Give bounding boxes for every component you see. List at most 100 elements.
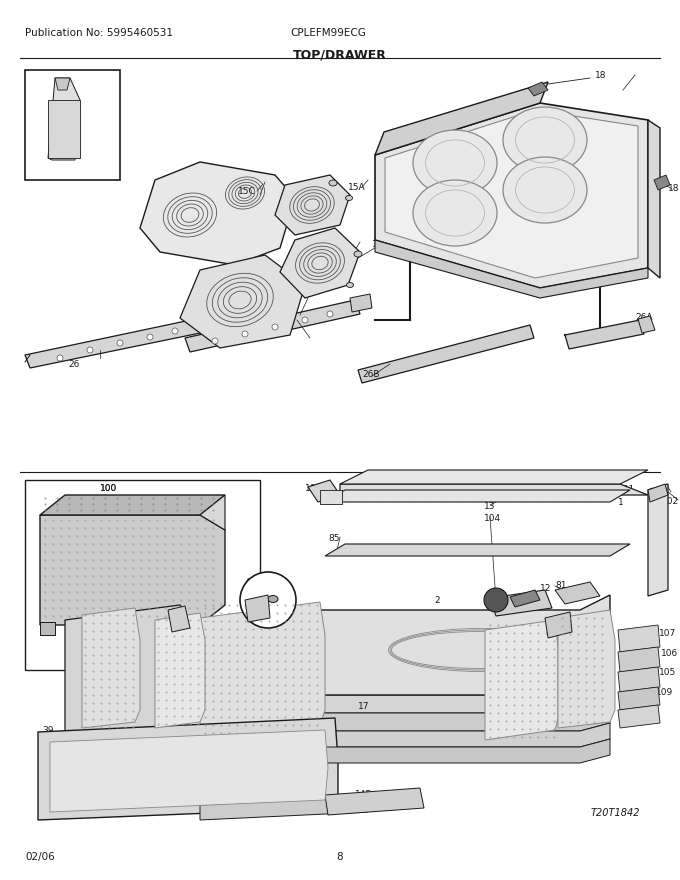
Polygon shape <box>385 110 638 278</box>
Text: 105: 105 <box>659 668 676 677</box>
Polygon shape <box>55 78 70 90</box>
Text: 15C: 15C <box>238 187 256 196</box>
Bar <box>320 490 342 504</box>
Polygon shape <box>38 718 338 820</box>
Ellipse shape <box>347 282 354 288</box>
Text: 15B: 15B <box>277 287 294 296</box>
Text: 18: 18 <box>668 184 679 193</box>
Polygon shape <box>200 602 325 740</box>
Polygon shape <box>375 103 648 288</box>
Polygon shape <box>290 723 610 747</box>
Text: 101: 101 <box>618 485 635 494</box>
Polygon shape <box>290 739 610 763</box>
Circle shape <box>302 317 308 323</box>
Text: 18: 18 <box>595 71 607 80</box>
Text: 14: 14 <box>167 607 178 616</box>
Text: 85: 85 <box>328 534 339 543</box>
Polygon shape <box>340 470 648 484</box>
Polygon shape <box>618 667 660 692</box>
Text: 15A: 15A <box>348 183 366 192</box>
Text: 104: 104 <box>484 514 501 523</box>
Ellipse shape <box>413 180 497 246</box>
Polygon shape <box>358 325 534 383</box>
Text: 29: 29 <box>552 612 563 621</box>
Polygon shape <box>290 705 610 731</box>
Text: 16: 16 <box>374 186 386 195</box>
Polygon shape <box>185 300 360 352</box>
Polygon shape <box>638 316 655 333</box>
Text: 14B: 14B <box>355 790 373 799</box>
Text: 100: 100 <box>100 484 117 493</box>
Polygon shape <box>558 610 615 728</box>
Circle shape <box>484 588 508 612</box>
Polygon shape <box>350 294 372 312</box>
Polygon shape <box>200 796 368 820</box>
Ellipse shape <box>503 107 587 173</box>
Polygon shape <box>510 590 540 607</box>
Ellipse shape <box>329 180 337 186</box>
Ellipse shape <box>413 130 497 196</box>
Text: 39: 39 <box>42 726 54 735</box>
Polygon shape <box>25 318 205 368</box>
Text: 14A: 14A <box>562 715 579 724</box>
Polygon shape <box>648 484 668 502</box>
Text: 52: 52 <box>95 73 106 82</box>
Circle shape <box>242 331 248 337</box>
Text: 100: 100 <box>100 484 117 493</box>
Text: 33: 33 <box>305 797 316 806</box>
Polygon shape <box>325 490 630 502</box>
Text: 26: 26 <box>68 360 80 369</box>
Circle shape <box>240 572 296 628</box>
Bar <box>25 480 260 670</box>
Polygon shape <box>325 544 630 556</box>
Polygon shape <box>155 613 205 728</box>
Text: T20T1842: T20T1842 <box>590 808 640 818</box>
Text: 15: 15 <box>372 240 384 249</box>
Polygon shape <box>375 240 648 298</box>
Text: 107: 107 <box>659 629 676 638</box>
Ellipse shape <box>345 195 352 201</box>
Circle shape <box>117 340 123 346</box>
Text: 17: 17 <box>358 702 369 711</box>
Text: 52: 52 <box>99 75 110 84</box>
Polygon shape <box>245 595 270 622</box>
Circle shape <box>172 328 178 334</box>
Polygon shape <box>654 175 670 190</box>
Text: 110: 110 <box>420 754 437 763</box>
Polygon shape <box>555 582 600 604</box>
Text: 103: 103 <box>305 484 322 493</box>
Polygon shape <box>275 175 350 235</box>
Text: 4: 4 <box>110 801 116 810</box>
Polygon shape <box>180 255 305 348</box>
Polygon shape <box>375 82 548 155</box>
Text: 13: 13 <box>484 502 496 511</box>
Text: 106: 106 <box>661 649 678 658</box>
Text: 8: 8 <box>337 852 343 862</box>
Polygon shape <box>290 687 610 713</box>
Polygon shape <box>618 705 660 728</box>
Polygon shape <box>168 606 190 632</box>
Polygon shape <box>50 730 328 812</box>
Polygon shape <box>618 625 660 652</box>
Ellipse shape <box>354 251 362 257</box>
Polygon shape <box>290 595 610 695</box>
Polygon shape <box>82 608 140 728</box>
Circle shape <box>327 311 333 317</box>
Polygon shape <box>48 100 80 158</box>
Polygon shape <box>340 484 648 495</box>
Polygon shape <box>618 687 660 710</box>
Text: 1: 1 <box>618 498 624 507</box>
Ellipse shape <box>503 157 587 223</box>
Polygon shape <box>545 612 572 638</box>
Polygon shape <box>140 162 295 265</box>
Text: 26B: 26B <box>362 370 379 379</box>
Polygon shape <box>485 620 558 740</box>
Circle shape <box>147 334 153 340</box>
Text: 13: 13 <box>500 473 511 482</box>
Text: 109: 109 <box>656 688 673 697</box>
Text: 12: 12 <box>540 584 551 593</box>
Polygon shape <box>490 590 552 616</box>
Text: 108: 108 <box>535 620 552 629</box>
Polygon shape <box>40 515 225 625</box>
Circle shape <box>272 324 278 330</box>
